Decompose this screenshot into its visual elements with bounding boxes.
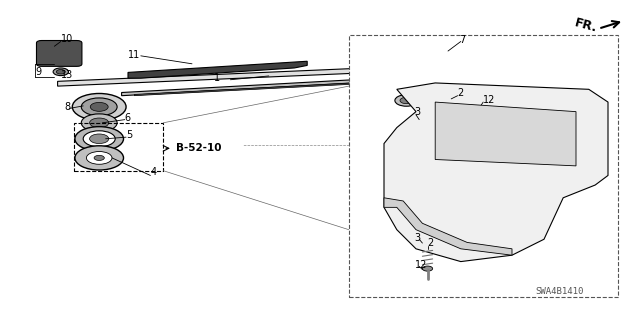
Circle shape [412,121,427,128]
Text: 2: 2 [428,238,434,248]
Polygon shape [134,82,365,96]
Circle shape [75,127,124,151]
Polygon shape [128,61,307,78]
Circle shape [94,155,104,160]
Text: SWA4B1410: SWA4B1410 [536,287,584,296]
Circle shape [417,226,440,237]
Polygon shape [384,83,608,262]
Text: 2: 2 [458,87,464,98]
Circle shape [90,102,108,111]
Text: 11: 11 [128,50,140,60]
Bar [349,35,618,297]
Text: 7: 7 [460,34,466,45]
Text: 6: 6 [125,113,131,123]
Text: 8: 8 [64,102,70,112]
Text: 9: 9 [35,67,42,77]
Text: 5: 5 [126,130,132,140]
Text: B-52-10: B-52-10 [176,143,221,153]
Text: 12: 12 [415,260,427,270]
Circle shape [53,68,68,76]
Circle shape [75,146,124,170]
Polygon shape [435,102,576,166]
Polygon shape [384,198,512,255]
Circle shape [83,131,115,147]
Circle shape [422,266,433,271]
Circle shape [420,243,435,251]
Text: 4: 4 [150,167,157,177]
Polygon shape [355,73,368,80]
Text: 13: 13 [61,70,73,80]
Circle shape [468,106,479,111]
Text: 12: 12 [483,94,495,105]
Circle shape [81,98,117,116]
Circle shape [90,134,109,144]
Circle shape [440,99,453,105]
Circle shape [400,97,413,104]
Text: 10: 10 [61,34,73,44]
Circle shape [395,95,418,106]
Circle shape [56,70,65,74]
Circle shape [90,118,109,128]
Polygon shape [122,79,365,96]
Text: 3: 3 [415,107,421,117]
Text: 1: 1 [214,73,221,83]
Text: FR.: FR. [573,16,598,35]
Polygon shape [58,69,352,86]
Text: 3: 3 [415,233,421,243]
Circle shape [86,152,112,164]
Circle shape [422,228,435,234]
Circle shape [72,93,126,120]
FancyBboxPatch shape [36,41,82,66]
Circle shape [81,114,117,132]
Bar [74,123,163,171]
